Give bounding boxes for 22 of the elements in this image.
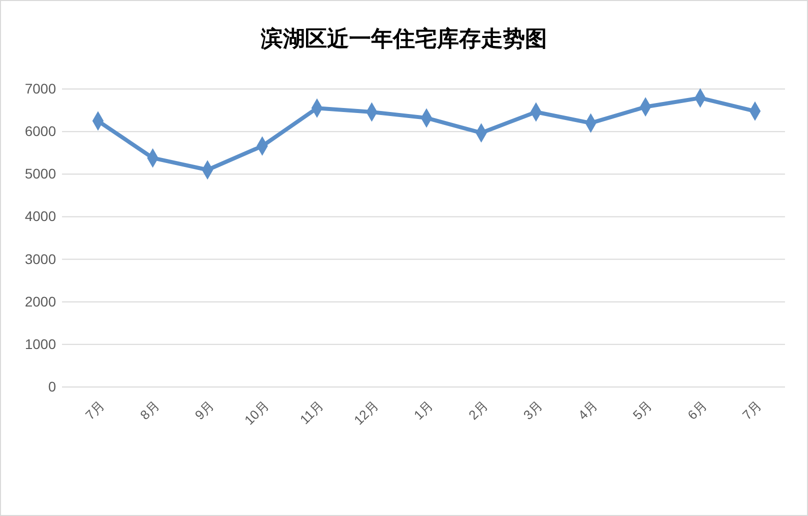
y-tick-label: 2000 bbox=[24, 293, 56, 310]
x-tick-label: 3月 bbox=[520, 398, 546, 423]
x-tick-label: 6月 bbox=[684, 398, 710, 423]
x-tick-label: 5月 bbox=[630, 398, 655, 423]
x-tick-label: 2月 bbox=[466, 398, 491, 423]
chart-title: 滨湖区近一年住宅库存走势图 bbox=[260, 26, 547, 52]
x-tick-label: 8月 bbox=[137, 398, 162, 423]
x-tick-label: 11月 bbox=[296, 398, 326, 428]
x-tick-label: 9月 bbox=[192, 398, 217, 423]
y-tick-label: 3000 bbox=[24, 250, 56, 267]
x-tick-label: 7月 bbox=[739, 398, 764, 423]
y-tick-label: 1000 bbox=[24, 336, 56, 352]
y-tick-label: 0 bbox=[48, 378, 56, 394]
x-tick-label: 12月 bbox=[351, 398, 382, 428]
y-tick-label: 7000 bbox=[24, 80, 56, 96]
x-tick-label: 7月 bbox=[82, 398, 108, 423]
x-tick-label: 1月 bbox=[410, 398, 436, 423]
x-tick-label: 4月 bbox=[575, 398, 600, 423]
y-tick-label: 4000 bbox=[24, 208, 56, 224]
y-tick-label: 5000 bbox=[24, 166, 56, 182]
x-tick-label: 10月 bbox=[242, 398, 272, 428]
y-tick-label: 6000 bbox=[24, 123, 56, 140]
